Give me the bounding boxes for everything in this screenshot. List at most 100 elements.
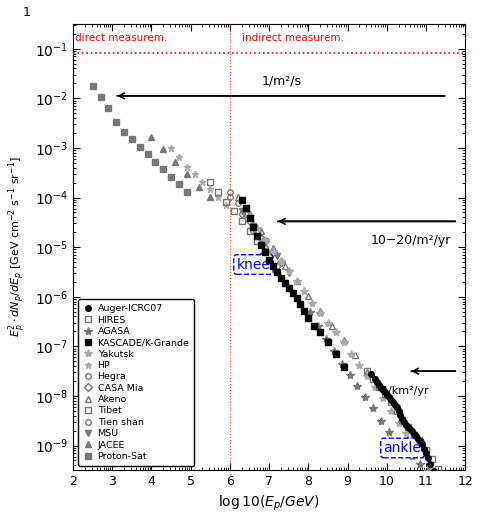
Auger-ICRC07: [409, 428, 415, 434]
Tien shan: [262, 245, 268, 251]
Hegra: [243, 211, 249, 217]
AGASA: [315, 322, 321, 329]
KASCADE/K-Grande: [274, 269, 280, 275]
KASCADE/K-Grande: [305, 315, 311, 321]
HIRES: [417, 439, 423, 445]
HIRES: [399, 417, 405, 423]
Auger-ICRC07: [425, 456, 431, 462]
Line: MSU: MSU: [238, 208, 292, 277]
Proton-Sat: [97, 94, 103, 100]
Text: $1$: $1$: [22, 6, 30, 19]
Text: direct measurem.: direct measurem.: [75, 33, 167, 43]
KASCADE/K-Grande: [301, 307, 307, 314]
Auger-ICRC07: [402, 419, 408, 425]
AGASA: [378, 418, 384, 424]
KASCADE/K-Grande: [317, 329, 323, 335]
MSU: [286, 270, 292, 276]
HIRES: [429, 457, 435, 463]
AGASA: [425, 468, 431, 474]
KASCADE/K-Grande: [294, 295, 300, 301]
KASCADE/K-Grande: [298, 301, 303, 307]
MSU: [239, 209, 244, 215]
Auger-ICRC07: [380, 387, 386, 393]
KASCADE/K-Grande: [251, 224, 256, 230]
Yakutsk: [270, 248, 276, 254]
Proton-Sat: [176, 180, 182, 187]
Yakutsk: [419, 452, 425, 459]
Auger-ICRC07: [396, 408, 401, 414]
MSU: [251, 223, 256, 229]
CASA Mia: [270, 249, 276, 255]
Auger-ICRC07: [368, 371, 374, 377]
Yakutsk: [411, 443, 417, 449]
KASCADE/K-Grande: [254, 233, 260, 239]
JACEE: [207, 193, 213, 200]
Yakutsk: [301, 288, 307, 294]
Line: Akeno: Akeno: [235, 194, 370, 375]
JACEE: [160, 146, 166, 152]
Tibet: [231, 209, 237, 215]
Auger-ICRC07: [388, 397, 394, 403]
Line: AGASA: AGASA: [306, 307, 432, 475]
Yakutsk: [286, 268, 292, 274]
AGASA: [386, 428, 392, 435]
AGASA: [354, 383, 360, 389]
Auger-ICRC07: [406, 424, 411, 430]
Line: HP: HP: [168, 145, 229, 209]
AGASA: [417, 461, 423, 467]
HIRES: [423, 447, 429, 453]
Proton-Sat: [137, 144, 143, 150]
Proton-Sat: [160, 166, 166, 172]
AGASA: [323, 336, 329, 342]
KASCADE/K-Grande: [278, 275, 284, 281]
Auger-ICRC07: [404, 422, 409, 428]
CASA Mia: [262, 238, 268, 244]
HP: [215, 193, 221, 200]
HP: [223, 202, 229, 208]
JACEE: [184, 171, 190, 177]
Akeno: [282, 263, 288, 269]
Yakutsk: [427, 465, 433, 471]
Tibet: [262, 248, 268, 254]
HIRES: [394, 408, 399, 414]
Hegra: [251, 223, 256, 229]
Yakutsk: [404, 430, 409, 436]
Yakutsk: [278, 258, 284, 264]
KASCADE/K-Grande: [270, 263, 276, 269]
Yakutsk: [372, 384, 378, 390]
HP: [200, 178, 205, 185]
Legend: Auger-ICRC07, HIRES, AGASA, KASCADE/K-Grande, Yakutsk, HP, Hegra, CASA Mia, Aken: Auger-ICRC07, HIRES, AGASA, KASCADE/K-Gr…: [78, 300, 194, 465]
KASCADE/K-Grande: [239, 197, 244, 203]
Yakutsk: [333, 329, 339, 335]
HP: [192, 171, 197, 177]
Text: 1/m²/s: 1/m²/s: [261, 74, 301, 87]
Auger-ICRC07: [423, 450, 429, 456]
Text: ankle: ankle: [384, 437, 421, 455]
Line: Tien shan: Tien shan: [227, 194, 280, 269]
Tien shan: [251, 228, 256, 235]
Proton-Sat: [129, 136, 135, 142]
Yakutsk: [348, 350, 354, 357]
Line: Tibet: Tibet: [207, 179, 268, 254]
Yakutsk: [325, 319, 331, 326]
Auger-ICRC07: [419, 441, 425, 447]
CASA Mia: [254, 228, 260, 235]
Line: Hegra: Hegra: [227, 189, 264, 241]
Auger-ICRC07: [376, 382, 382, 388]
Text: 10−20/m²/yr: 10−20/m²/yr: [371, 234, 452, 247]
Akeno: [329, 322, 335, 329]
KASCADE/K-Grande: [266, 256, 272, 263]
Akeno: [247, 211, 252, 217]
Tibet: [207, 178, 213, 185]
HIRES: [435, 466, 441, 473]
Line: CASA Mia: CASA Mia: [247, 218, 284, 265]
Text: 1/km²/yr: 1/km²/yr: [382, 386, 430, 396]
Line: Auger-ICRC07: Auger-ICRC07: [368, 371, 441, 480]
Tien shan: [227, 193, 233, 200]
HP: [168, 145, 174, 151]
Yakutsk: [254, 225, 260, 231]
Text: knee: knee: [237, 252, 270, 271]
Proton-Sat: [113, 119, 119, 125]
KASCADE/K-Grande: [290, 290, 296, 296]
AGASA: [331, 348, 336, 355]
